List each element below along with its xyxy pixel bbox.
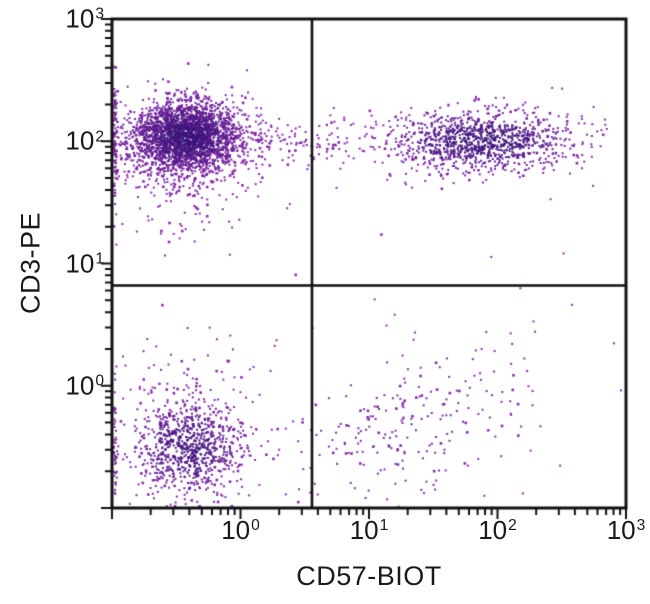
y-tick-label-1e2: 102 — [65, 125, 104, 156]
x-axis-title: CD57-BIOT — [296, 561, 442, 591]
x-tick-label-1e2: 102 — [478, 515, 517, 545]
x-tick-label-1e1: 101 — [349, 515, 389, 545]
y-tick-label-1e0: 100 — [65, 370, 104, 401]
y-axis-title: CD3-PE — [15, 211, 46, 315]
y-tick-label-1e1: 101 — [65, 248, 104, 279]
x-tick-label-1e0: 100 — [221, 515, 260, 545]
x-tick-label-1e3: 103 — [606, 515, 646, 545]
y-tick-label-1e3: 103 — [65, 3, 104, 34]
